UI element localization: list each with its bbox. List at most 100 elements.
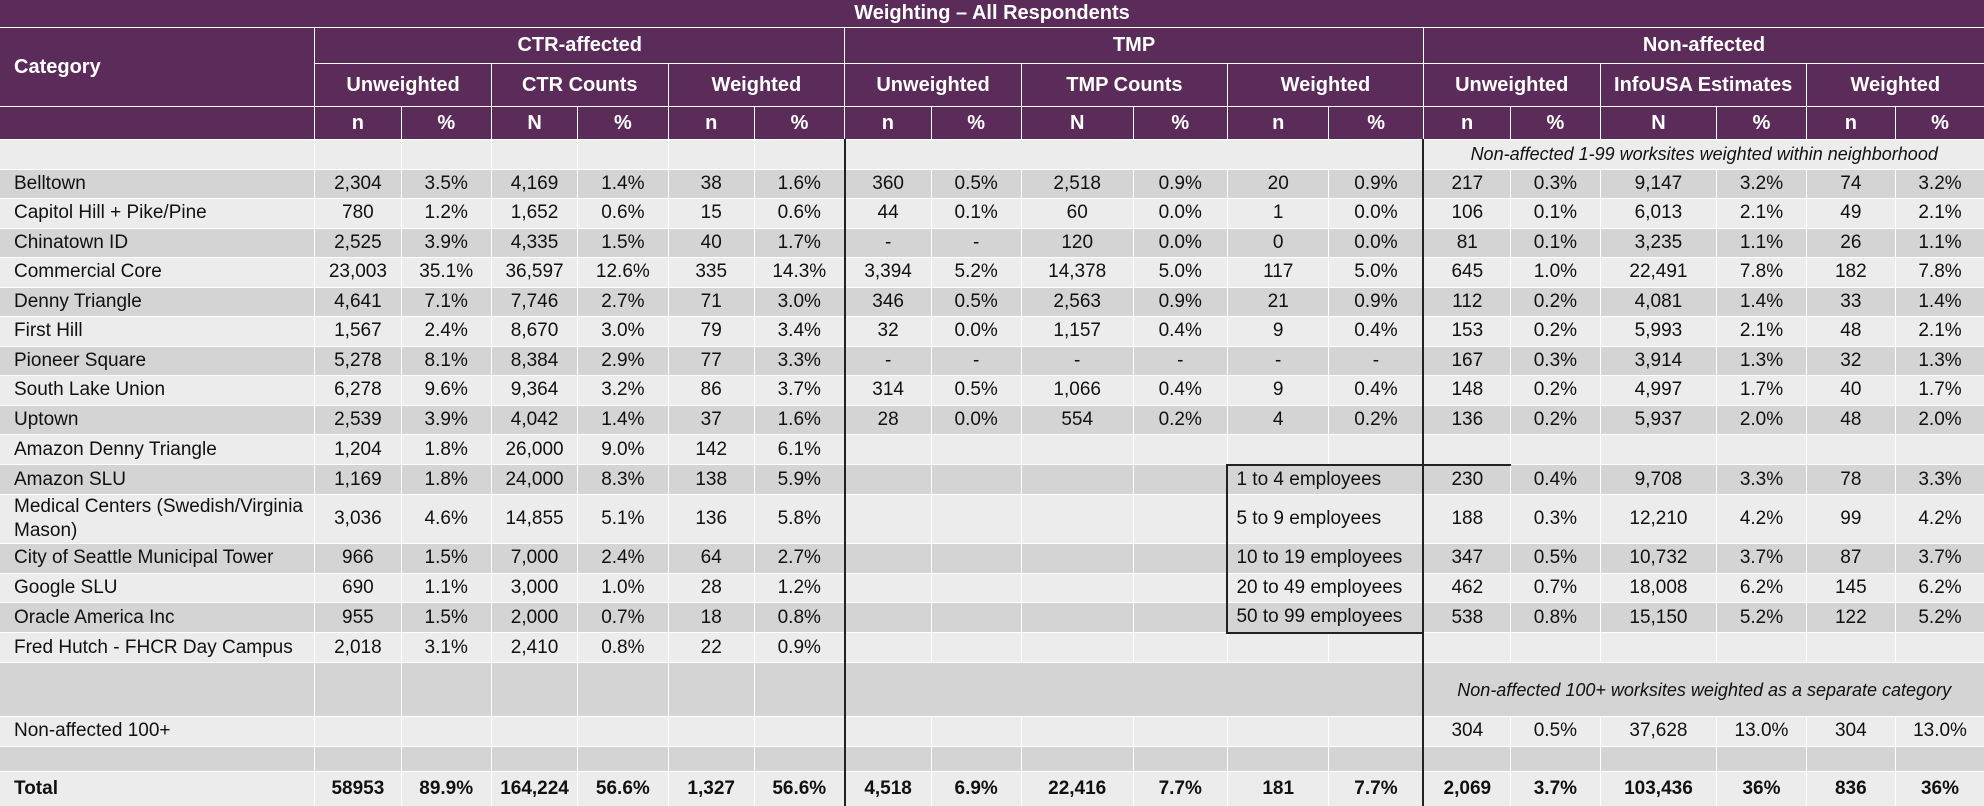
empty-cell	[1511, 633, 1600, 663]
group-header-non-affected: Non-affected	[1423, 28, 1984, 64]
empty-cell	[1021, 435, 1133, 465]
table-cell: 106	[1423, 199, 1510, 229]
table-cell: 360	[845, 169, 931, 199]
table-cell: 7.7%	[1133, 771, 1227, 806]
table-cell: 1.4%	[1717, 287, 1806, 317]
table-cell: 955	[315, 603, 401, 633]
subgroup-header: Weighted	[668, 64, 845, 107]
empty-cell	[668, 717, 754, 747]
table-cell: 4,042	[491, 405, 577, 435]
empty-cell	[0, 663, 315, 717]
table-cell: 26	[1806, 228, 1895, 258]
empty-cell	[1717, 746, 1806, 771]
table-cell: 14,855	[491, 495, 577, 544]
table-cell: 7.7%	[1329, 771, 1423, 806]
row-label: Non-affected 100+	[0, 717, 315, 747]
table-cell: 15,150	[1600, 603, 1717, 633]
row-label: Pioneer Square	[0, 346, 315, 376]
table-cell: 1.3%	[1896, 346, 1984, 376]
table-cell: 3.3%	[1717, 465, 1806, 495]
column-header: n	[1423, 107, 1510, 140]
table-cell: 2,525	[315, 228, 401, 258]
table-cell: 836	[1806, 771, 1895, 806]
table-cell: 230	[1423, 465, 1510, 495]
table-cell: 86	[668, 376, 754, 406]
table-cell: 4	[1227, 405, 1329, 435]
table-cell: 1.1%	[401, 573, 491, 603]
subgroup-header: Weighted	[1806, 64, 1984, 107]
empty-cell	[845, 544, 931, 574]
table-cell: 0.2%	[1511, 287, 1600, 317]
table-cell: 9	[1227, 317, 1329, 347]
column-header: %	[1133, 107, 1227, 140]
empty-cell	[1133, 544, 1227, 574]
table-cell: 7.8%	[1717, 258, 1806, 288]
table-cell: 314	[845, 376, 931, 406]
empty-cell	[1600, 633, 1717, 663]
table-cell: 28	[668, 573, 754, 603]
table-cell: 4,081	[1600, 287, 1717, 317]
table-cell: 5,993	[1600, 317, 1717, 347]
table-cell: 74	[1806, 169, 1895, 199]
table-cell: 4,335	[491, 228, 577, 258]
table-cell: 1.7%	[754, 228, 844, 258]
row-label: Capitol Hill + Pike/Pine	[0, 199, 315, 229]
table-cell: 122	[1806, 603, 1895, 633]
table-cell: 304	[1423, 717, 1510, 747]
table-cell: 554	[1021, 405, 1133, 435]
table-cell: 0.8%	[1511, 603, 1600, 633]
table-cell: 966	[315, 544, 401, 574]
group-header-tmp: TMP	[845, 28, 1424, 64]
empty-cell	[1021, 465, 1133, 495]
empty-cell	[931, 544, 1021, 574]
row-label: First Hill	[0, 317, 315, 347]
table-cell: 0.0%	[931, 317, 1021, 347]
employee-size-label: 10 to 19 employees	[1227, 544, 1423, 574]
table-cell: 3,394	[845, 258, 931, 288]
group-header-ctr: CTR-affected	[315, 28, 845, 64]
table-cell: 3.3%	[754, 346, 844, 376]
row-label: Uptown	[0, 405, 315, 435]
table-cell: 1.6%	[754, 169, 844, 199]
empty-cell	[1423, 746, 1510, 771]
table-cell: 136	[668, 495, 754, 544]
table-title: Weighting – All Respondents	[0, 0, 1984, 28]
table-cell: 138	[668, 465, 754, 495]
table-cell: 36,597	[491, 258, 577, 288]
empty-cell	[1133, 573, 1227, 603]
table-cell: 181	[1227, 771, 1329, 806]
table-cell: 0.9%	[754, 633, 844, 663]
total-label: Total	[0, 771, 315, 806]
table-cell: 5.2%	[1717, 603, 1806, 633]
empty-cell	[1511, 435, 1600, 465]
table-cell: 2,518	[1021, 169, 1133, 199]
table-cell: 40	[1806, 376, 1895, 406]
table-cell: 1.1%	[1717, 228, 1806, 258]
table-cell: 1,327	[668, 771, 754, 806]
subgroup-header: TMP Counts	[1021, 64, 1227, 107]
empty-cell	[401, 140, 491, 170]
empty-cell	[491, 717, 577, 747]
table-cell: 22,491	[1600, 258, 1717, 288]
table-cell: 28	[845, 405, 931, 435]
empty-cell	[931, 435, 1021, 465]
table-cell: -	[1133, 346, 1227, 376]
table-cell: 335	[668, 258, 754, 288]
table-cell: 71	[668, 287, 754, 317]
column-header: %	[578, 107, 668, 140]
table-cell: 2.4%	[578, 544, 668, 574]
table-cell: 0.2%	[1511, 405, 1600, 435]
table-cell: 182	[1806, 258, 1895, 288]
table-cell: 3.5%	[401, 169, 491, 199]
empty-cell	[578, 663, 668, 717]
table-cell: 3.0%	[578, 317, 668, 347]
table-cell: 33	[1806, 287, 1895, 317]
empty-cell	[845, 573, 931, 603]
column-header: n	[845, 107, 931, 140]
empty-cell	[754, 717, 844, 747]
table-cell: 5,278	[315, 346, 401, 376]
table-cell: 0.2%	[1511, 317, 1600, 347]
